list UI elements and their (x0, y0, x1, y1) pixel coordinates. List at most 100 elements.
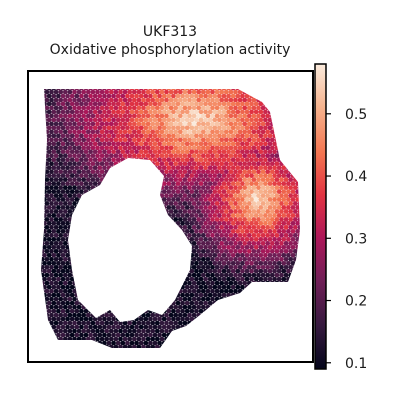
spot (180, 324, 185, 330)
spot (65, 268, 70, 274)
spot (283, 177, 289, 182)
spot (217, 93, 222, 99)
spot (65, 197, 70, 202)
spot (143, 93, 149, 99)
spot (131, 296, 137, 302)
spot (242, 225, 248, 230)
spot (152, 189, 158, 194)
spot (60, 292, 66, 298)
spot (81, 153, 87, 159)
spot (288, 336, 294, 342)
spot (260, 248, 266, 254)
spot (157, 292, 162, 298)
spot (49, 161, 54, 167)
spot (207, 93, 213, 99)
spot (53, 185, 59, 190)
spot (113, 193, 119, 198)
spot (42, 316, 47, 322)
spot (136, 193, 142, 198)
spot (258, 189, 264, 194)
spot (196, 169, 202, 175)
spot (240, 221, 245, 226)
spot (194, 284, 199, 290)
spot (46, 340, 52, 346)
spot (256, 113, 261, 119)
spot (42, 340, 47, 346)
spot (104, 145, 110, 151)
spot (159, 225, 165, 230)
spot (159, 177, 165, 182)
spot (143, 284, 149, 290)
spot (173, 185, 179, 190)
spot (41, 149, 43, 155)
spot (205, 97, 211, 103)
spot (138, 324, 144, 330)
spot (95, 193, 100, 198)
spot (207, 324, 213, 330)
spot (56, 244, 61, 250)
spot (145, 185, 151, 190)
spot (207, 165, 213, 171)
spot (219, 129, 225, 135)
spot (184, 149, 190, 155)
spot (194, 197, 199, 202)
spot (136, 105, 142, 111)
spot (267, 133, 273, 139)
spot (253, 229, 259, 234)
spot (83, 221, 89, 226)
spot (198, 340, 204, 346)
spot (164, 217, 169, 222)
spot (187, 241, 192, 246)
spot (187, 105, 192, 111)
spot (251, 328, 257, 334)
spot (99, 185, 105, 190)
spot (237, 209, 243, 214)
spot (246, 312, 252, 318)
spot (125, 268, 130, 274)
spot (251, 209, 257, 214)
spot (157, 300, 162, 306)
spot (99, 153, 105, 159)
spot (212, 165, 218, 171)
spot (200, 97, 206, 103)
spot (177, 209, 183, 214)
spot (129, 229, 135, 234)
spot (212, 340, 218, 346)
spot (173, 209, 179, 214)
spot (111, 284, 116, 290)
spot (228, 328, 234, 334)
spot (175, 252, 181, 258)
spot (65, 181, 70, 186)
spot (226, 244, 231, 250)
spot (290, 149, 296, 155)
spot (288, 97, 294, 103)
spot (83, 332, 89, 338)
spot (295, 213, 300, 218)
spot (205, 201, 211, 206)
spot (83, 284, 89, 290)
spot (95, 185, 100, 190)
spot (111, 197, 116, 202)
spot (159, 288, 165, 294)
spot (150, 296, 156, 302)
spot (267, 101, 273, 107)
spot (90, 113, 96, 119)
spot (95, 89, 100, 95)
spot (81, 280, 87, 286)
spot (240, 276, 245, 282)
spot (212, 181, 218, 186)
spot (113, 121, 119, 127)
spot (106, 229, 112, 234)
spot (272, 205, 277, 210)
spot (249, 157, 254, 163)
spot (235, 260, 241, 266)
spot (83, 173, 89, 178)
spot (200, 233, 206, 238)
spot (141, 137, 146, 143)
spot (129, 324, 135, 330)
spot (85, 344, 91, 348)
spot (51, 268, 57, 274)
spot (148, 340, 153, 346)
spot (115, 229, 121, 234)
spot (191, 336, 197, 342)
